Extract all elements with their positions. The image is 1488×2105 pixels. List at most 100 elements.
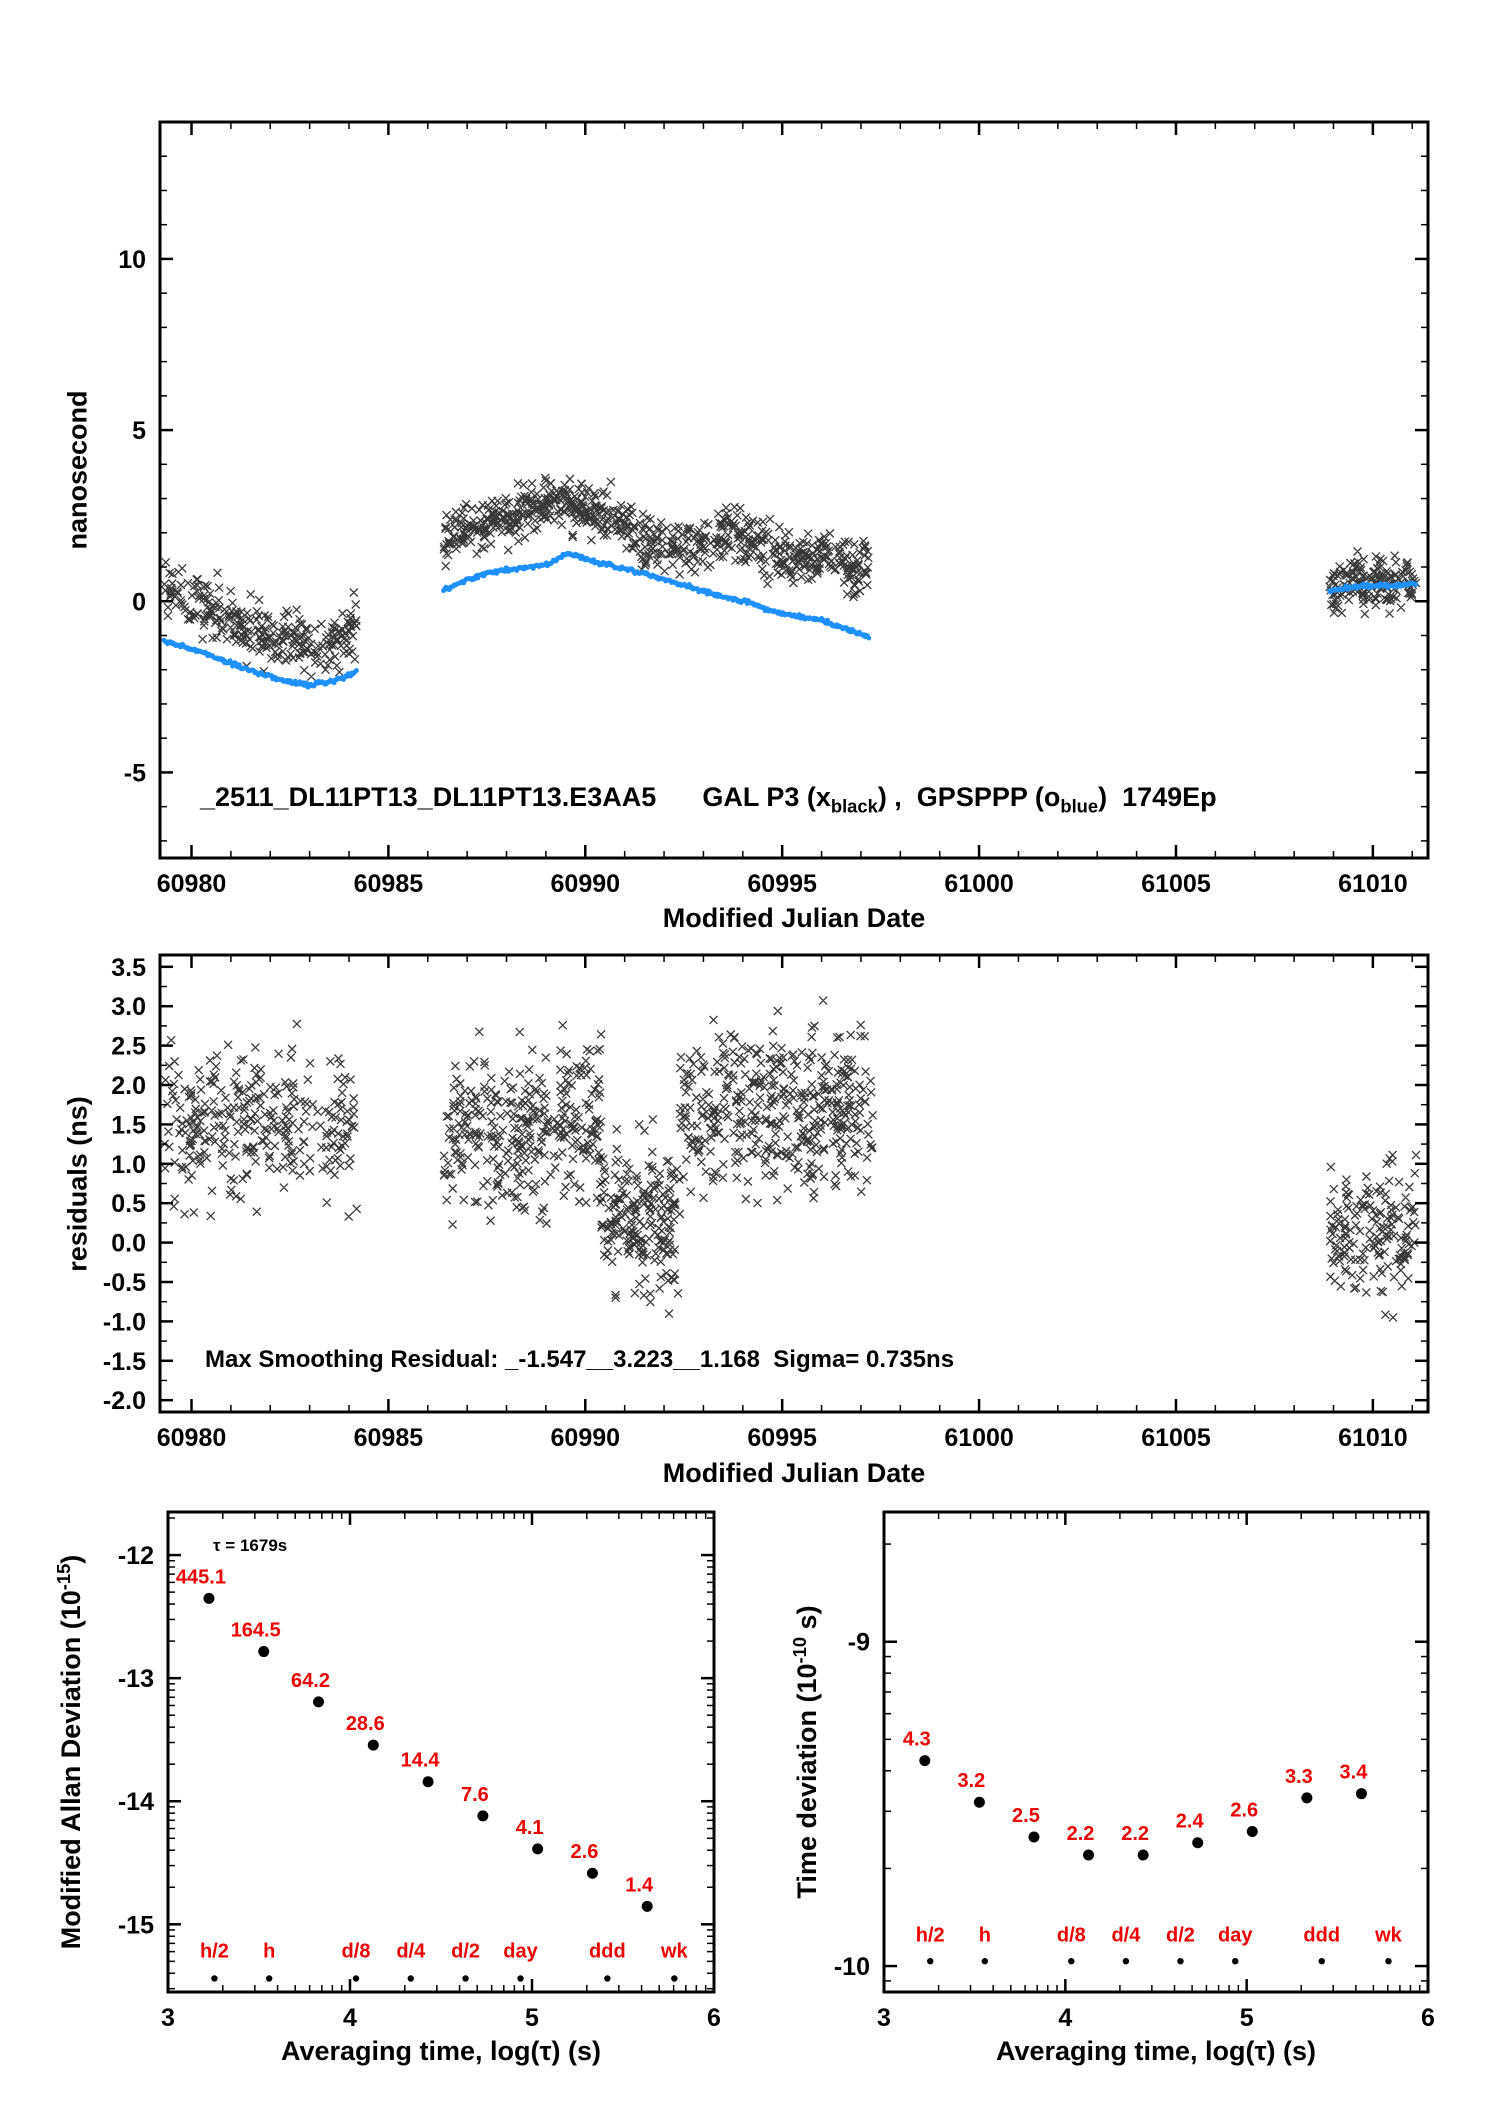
tau-label: h/2 [916,1925,945,1947]
axis-ticks: 60980 60985 60990 60995 61000 61005 61010 10 5 0 -… [118,121,1428,898]
axis-box [158,953,1430,1414]
x-tick-label: 60985 [354,870,424,898]
series-2-color: blue [1060,795,1099,817]
scatter-x-markers [439,473,873,602]
tdev-ylabel-text: Time deviation (10 [792,1663,822,1899]
deviation-point [973,1796,985,1808]
tau-marker [1177,1957,1184,1965]
deviation-point [203,1592,215,1604]
x-tick-label: 61010 [1338,870,1408,898]
scatter-x-markers [597,1114,685,1319]
y-tick-label: -0.5 [103,1269,146,1297]
x-tick-label: 5 [525,2004,539,2032]
x-tick-label: 3 [161,2004,175,2032]
x-tick-label: 61005 [1141,1424,1211,1452]
deviation-point [1083,1849,1095,1861]
y-tick-label: -15 [118,1911,154,1939]
smoothed-point [866,635,872,641]
x-tick-label: 60980 [157,870,227,898]
y-tick-label: 0 [132,588,146,616]
tau-marker [211,1975,218,1982]
series-1-label: GAL P3 (x [702,782,831,812]
y-tick-label: -2.0 [103,1387,146,1415]
tau-marker [981,1957,989,1965]
x-tick-label: 60990 [551,1424,621,1452]
axis-box [882,1510,1430,1994]
tdev-ylabel-close: s) [792,1605,822,1637]
tau-marker [462,1975,469,1982]
tau-marker [1068,1957,1075,1965]
tau-marker [517,1975,524,1982]
x-tick-label: 60995 [747,1424,817,1452]
dataset-id: _2511_DL11PT13_DL11PT13.E3AA5 [200,782,657,812]
deviation-point [313,1696,325,1708]
tau-annotation: τ = 1679s [213,1536,288,1555]
x-tick-label: 60985 [354,1424,424,1452]
tau-label: wk [1374,1925,1403,1947]
smoothed-point [354,668,359,673]
x-tick-label: 4 [343,2004,357,2032]
deviation-point [1192,1837,1204,1849]
smoothed-point [1413,582,1419,587]
y-tick-label: -5 [124,759,146,787]
x-tick-label: 61000 [944,870,1014,898]
tau-label: h [979,1925,991,1947]
y-tick-label: 0.5 [111,1190,146,1218]
tau-label: d/4 [1111,1925,1141,1947]
modified-allan-deviation-group: 445.1 164.5 64.2 28.6 14.4 7.6 4.1 2.6 1.4 h/2 h d/… [118,1510,721,2032]
y-tick-label: -12 [118,1542,154,1570]
axis-ticks: 60980 60985 60990 60995 61000 61005 61010 3.5 3.… [103,954,1428,1452]
tau-label: wk [660,1941,689,1963]
tau-marker [1318,1957,1325,1965]
residuals-xlabel: Modified Julian Date [662,1458,926,1488]
series-2-label: ) , GPSPPP (o [877,782,1061,812]
deviation-value-label: 2.4 [1176,1811,1205,1833]
deviation-value-label: 7.6 [461,1784,489,1806]
x-tick-label: 60980 [157,1424,227,1452]
smoothing-residuals-group: 60980 60985 60990 60995 61000 61005 61010 3.5 3.… [103,953,1430,1452]
deviation-point [641,1900,653,1912]
y-tick-label: 3.0 [111,993,146,1021]
deviation-value-label: 2.6 [1230,1799,1258,1821]
tau-marker [1385,1957,1392,1965]
tau-label: d/4 [396,1941,426,1963]
tau-label: d/8 [1057,1925,1086,1947]
gal-vs-gpsppp-time-group: 60980 60985 60990 60995 61000 61005 61010 10 5 0 -… [118,120,1430,898]
deviation-value-label: 3.4 [1340,1762,1369,1784]
y-tick-label: 1.5 [111,1111,146,1139]
residuals-annotation: Max Smoothing Residual: _-1.547__3.223__… [205,1346,955,1373]
tdev-ylabel-exponent: -10 [789,1636,810,1664]
tau-label: h/2 [200,1941,229,1963]
deviation-point [367,1739,379,1751]
scatter-x-markers [160,1019,362,1221]
deviation-value-label: 2.2 [1121,1823,1149,1845]
axis-box [158,120,1430,860]
x-tick-label: 61000 [944,1424,1014,1452]
smoothed-point [237,662,242,668]
deviation-value-label: 445.1 [176,1566,226,1588]
y-tick-label: -1.0 [103,1308,146,1336]
data-layer [160,473,1421,690]
x-tick-label: 6 [707,2004,721,2032]
tdev-ylabel: Time deviation (10-10 s) [789,1605,823,1898]
tau-marker [1122,1957,1130,1965]
x-tick-label: 60990 [551,870,621,898]
deviation-point [477,1810,489,1822]
mdev-ylabel-close: ) [56,1554,86,1564]
deviation-point [422,1776,434,1788]
mdev-ylabel-exponent: -15 [53,1563,74,1591]
tau-label: d/2 [451,1941,480,1963]
deviation-value-label: 2.2 [1067,1823,1095,1845]
deviation-point [1137,1849,1149,1861]
deviation-point [1355,1788,1367,1800]
tau-label: day [503,1941,538,1963]
tau-marker [352,1975,360,1982]
epoch-count: ) 1749Ep [1098,782,1217,812]
y-tick-label: -14 [118,1788,154,1816]
deviation-point [1246,1825,1258,1837]
scatter-x-markers [1325,1150,1421,1322]
tau-label: d/8 [342,1941,371,1963]
top-ylabel: nanosecond [62,390,93,550]
deviation-value-label: 4.3 [903,1729,931,1751]
